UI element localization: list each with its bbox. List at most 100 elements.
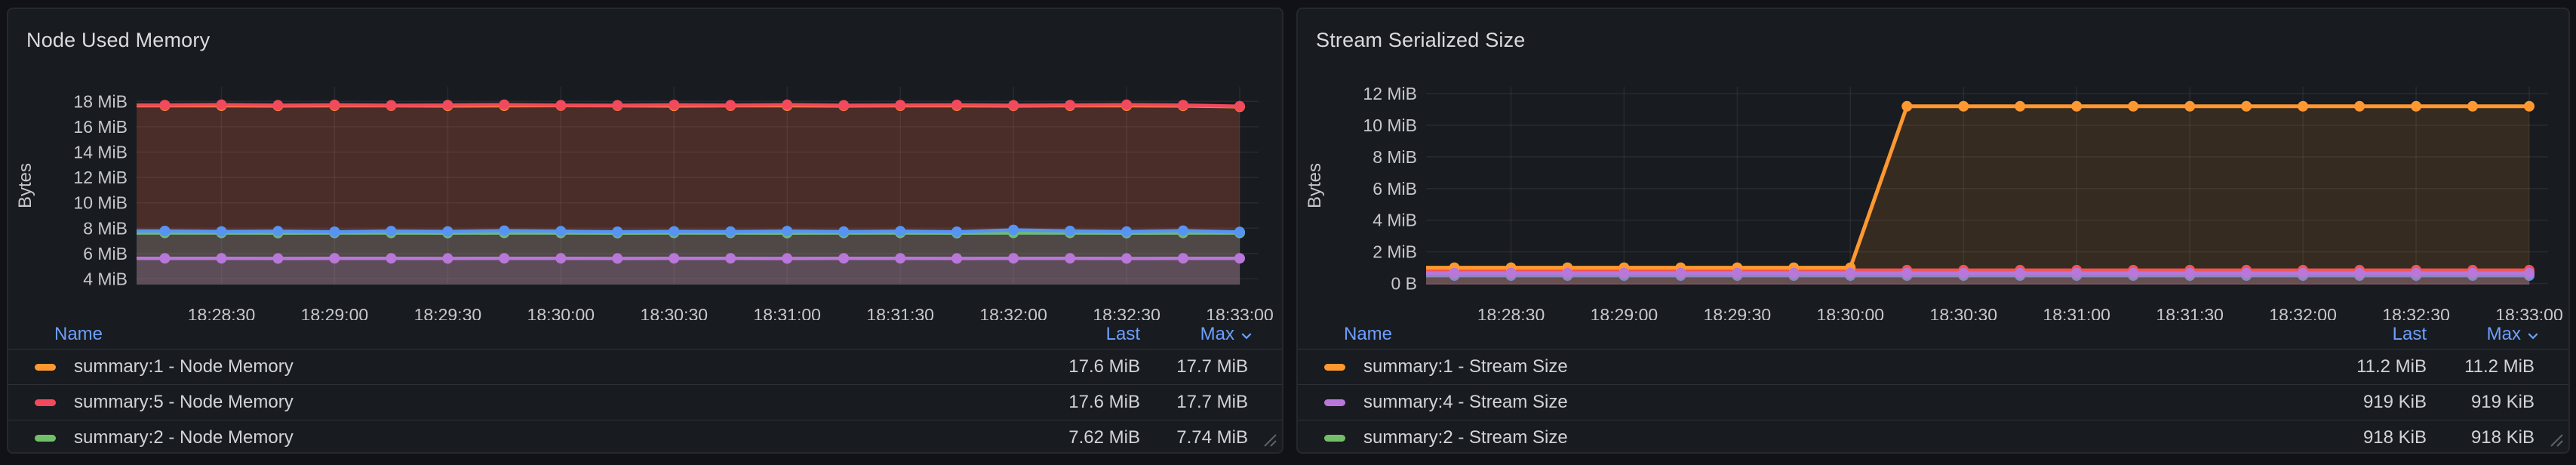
legend-row: summary:1 - Node Memory 17.6 MiB 17.7 Mi… [8,349,1282,384]
series-points [159,253,1245,264]
grid-lines [1426,87,2548,285]
svg-text:18:30:30: 18:30:30 [641,305,709,320]
chevron-down-icon [1241,333,1252,340]
svg-text:18:31:00: 18:31:00 [753,305,821,320]
legend-table: Name Last Max summary:1 - Node Memory 17… [8,320,1282,452]
y-axis-label: Bytes [15,163,35,208]
svg-text:18:31:30: 18:31:30 [2156,305,2224,320]
series-area-fill [137,104,1240,285]
series-last-value: 11.2 MiB [2356,356,2427,377]
panel-resize-handle[interactable] [1262,433,1277,448]
series-color-swatch[interactable] [1324,434,1345,442]
svg-text:12 MiB: 12 MiB [1363,84,1417,103]
svg-text:18:28:30: 18:28:30 [1477,305,1545,320]
time-series-chart[interactable]: 0 B 2 MiB 4 MiB 6 MiB 8 MiB 10 MiB 12 MiB 18:28… [1298,9,2568,320]
series-last-value: 919 KiB [2362,392,2427,412]
svg-text:4 MiB: 4 MiB [83,269,128,288]
panel-node-used-memory: 4 MiB 6 MiB 8 MiB 10 MiB 12 MiB 14 MiB 16 MiB 1… [7,8,1283,454]
series-max-value: 919 KiB [2470,392,2535,412]
series-color-swatch[interactable] [35,363,56,371]
legend-header: Name Last Max [1298,320,2568,349]
svg-text:18:33:00: 18:33:00 [2495,305,2563,320]
series-max-value: 17.7 MiB [1176,392,1248,412]
svg-text:16 MiB: 16 MiB [73,117,128,137]
legend-row: summary:4 - Stream Size 919 KiB 919 KiB [1298,384,2568,420]
legend-sort-name[interactable]: Name [1344,324,1393,344]
svg-text:6 MiB: 6 MiB [83,244,128,263]
legend-sort-max[interactable]: Max [2427,324,2540,345]
series-last-value: 17.6 MiB [1068,356,1140,377]
series-max-value: 7.74 MiB [1176,427,1248,448]
legend-sort-last[interactable]: Last [2392,324,2427,344]
y-axis-label: Bytes [1305,163,1325,208]
svg-text:10 MiB: 10 MiB [73,193,128,213]
x-axis-tick-labels: 18:28:30 18:29:00 18:29:30 18:30:00 18:30:30… [188,305,1274,320]
series-area-fill [1426,106,2529,285]
series-area-fill [1426,276,2529,285]
series-name-label[interactable]: summary:1 - Node Memory [74,356,294,377]
svg-text:8 MiB: 8 MiB [83,218,128,238]
panel-resize-handle[interactable] [2549,433,2564,448]
svg-text:18:29:30: 18:29:30 [1704,305,1772,320]
series-color-swatch[interactable] [35,434,56,442]
series-points [1449,267,2535,279]
series-name-label[interactable]: summary:1 - Stream Size [1363,356,1568,377]
svg-text:14 MiB: 14 MiB [73,143,128,162]
y-axis-tick-labels: 0 B 2 MiB 4 MiB 6 MiB 8 MiB 10 MiB 12 MiB [1363,84,1417,294]
svg-text:18:31:00: 18:31:00 [2043,305,2110,320]
svg-text:18:31:30: 18:31:30 [866,305,934,320]
svg-text:18:30:00: 18:30:00 [527,305,595,320]
series-area-fill [1426,273,2529,285]
panel-title[interactable]: Node Used Memory [26,29,211,51]
series-area-fill [1426,273,2529,285]
svg-text:18:32:30: 18:32:30 [2382,305,2450,320]
svg-text:4 MiB: 4 MiB [1373,211,1417,230]
series-max-value: 11.2 MiB [2464,356,2535,377]
svg-text:12 MiB: 12 MiB [73,168,128,187]
svg-text:18:29:30: 18:29:30 [414,305,482,320]
series-max-value: 918 KiB [2470,427,2535,448]
svg-text:18 MiB: 18 MiB [73,91,128,111]
svg-text:18:29:00: 18:29:00 [301,305,369,320]
panel-title[interactable]: Stream Serialized Size [1316,29,1526,51]
series-name-label[interactable]: summary:2 - Stream Size [1363,427,1568,448]
series-name-label[interactable]: summary:5 - Node Memory [74,392,294,412]
panel-stream-serialized-size: 0 B 2 MiB 4 MiB 6 MiB 8 MiB 10 MiB 12 MiB 18:28… [1296,8,2570,454]
svg-text:18:32:30: 18:32:30 [1093,305,1160,320]
series-color-swatch[interactable] [1324,363,1345,371]
legend-header: Name Last Max [8,320,1282,349]
legend-sort-last[interactable]: Last [1105,324,1140,344]
svg-text:18:32:00: 18:32:00 [2269,305,2337,320]
time-series-chart[interactable]: 4 MiB 6 MiB 8 MiB 10 MiB 12 MiB 14 MiB 16 MiB 1… [8,9,1282,320]
series-last-value: 17.6 MiB [1068,392,1140,412]
series-color-swatch[interactable] [1324,399,1345,406]
legend-row: summary:2 - Stream Size 918 KiB 918 KiB [1298,420,2568,452]
svg-text:18:29:00: 18:29:00 [1591,305,1658,320]
x-axis-tick-labels: 18:28:30 18:29:00 18:29:30 18:30:00 18:30:30… [1477,305,2563,320]
legend-sort-name[interactable]: Name [54,324,103,344]
legend-row: summary:5 - Node Memory 17.6 MiB 17.7 Mi… [8,384,1282,420]
series-color-swatch[interactable] [35,399,56,406]
svg-text:6 MiB: 6 MiB [1373,179,1417,199]
series-points [159,224,1245,238]
svg-text:0 B: 0 B [1391,274,1417,294]
svg-text:10 MiB: 10 MiB [1363,115,1417,135]
svg-text:18:30:00: 18:30:00 [1817,305,1885,320]
svg-text:18:32:00: 18:32:00 [979,305,1047,320]
legend-sort-max-label: Max [1200,324,1234,344]
grid-lines [137,87,1259,285]
svg-text:18:30:30: 18:30:30 [1930,305,1998,320]
legend-sort-max-label: Max [2486,324,2521,344]
legend-sort-max[interactable]: Max [1140,324,1253,345]
svg-text:2 MiB: 2 MiB [1373,242,1417,262]
series-points [159,99,1245,112]
series-area-fill [137,258,1240,285]
series-name-label[interactable]: summary:2 - Node Memory [74,427,294,448]
series-name-label[interactable]: summary:4 - Stream Size [1363,392,1568,412]
svg-text:8 MiB: 8 MiB [1373,147,1417,167]
series-area-fill [137,105,1240,285]
series-last-value: 918 KiB [2362,427,2427,448]
svg-text:18:28:30: 18:28:30 [188,305,256,320]
legend-table: Name Last Max summary:1 - Stream Size 11… [1298,320,2568,452]
